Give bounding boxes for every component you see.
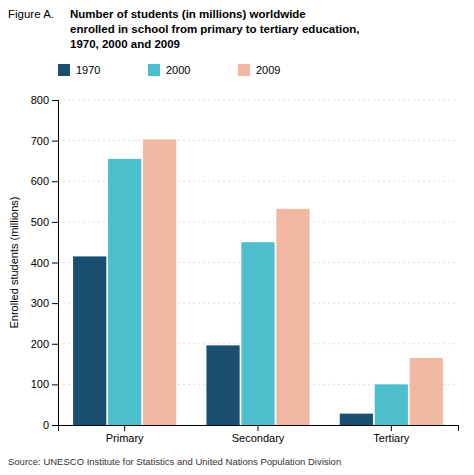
y-tick-mark [52, 181, 58, 182]
bar [340, 414, 373, 425]
x-tick: Primary [106, 425, 144, 444]
y-tick-label: 700 [31, 135, 49, 147]
legend-label: 1970 [76, 64, 100, 76]
legend-label: 2009 [256, 64, 280, 76]
y-tick: 200 [31, 338, 58, 350]
y-tick-mark [52, 303, 58, 304]
y-tick-mark [52, 344, 58, 345]
plot: 0 100 200 300 400 500 600 700 800 Primary Secondar… [31, 94, 459, 444]
y-axis: 0 100 200 300 400 500 600 700 800 [31, 94, 59, 431]
bar [375, 384, 408, 425]
legend-label: 2000 [166, 64, 190, 76]
title-line: enrolled in school from primary to terti… [70, 23, 359, 35]
x-axis: Primary Secondary Tertiary [59, 425, 459, 444]
legend: 1970 2000 2009 [58, 64, 280, 76]
title-line: Number of students (in millions) worldwi… [70, 8, 306, 20]
y-tick-mark [52, 100, 58, 101]
x-tick: Secondary [232, 425, 285, 444]
grid-line [58, 100, 458, 101]
y-tick: 800 [31, 94, 58, 106]
legend-swatch [238, 64, 250, 76]
y-tick-label: 100 [31, 378, 49, 390]
x-tick-label: Tertiary [373, 432, 410, 444]
y-tick-label: 600 [31, 175, 49, 187]
y-tick: 600 [31, 175, 58, 187]
y-tick-label: 800 [31, 94, 49, 106]
chart: Figure A. Number of students (in millions… [0, 0, 474, 475]
y-tick-mark [52, 222, 58, 223]
source: Source: UNESCO Institute for Statistics … [8, 456, 341, 467]
y-tick-mark [52, 425, 58, 426]
title-prefix: Figure A. [8, 8, 54, 20]
bar [108, 159, 141, 425]
grid [58, 100, 458, 425]
y-tick: 500 [31, 216, 58, 228]
y-tick: 400 [31, 257, 58, 269]
y-tick-label: 300 [31, 297, 49, 309]
title: Number of students (in millions) worldwi… [70, 8, 359, 50]
x-tick-mark [391, 425, 392, 431]
y-tick: 0 [43, 419, 58, 431]
y-tick-mark [52, 384, 58, 385]
x-tick-mark [258, 425, 259, 431]
y-tick-label: 500 [31, 216, 49, 228]
x-axis-line [59, 426, 459, 432]
y-tick-mark [52, 263, 58, 264]
x-tick-label: Primary [106, 432, 144, 444]
y-tick-mark [52, 141, 58, 142]
bars [73, 139, 443, 425]
y-tick: 700 [31, 135, 58, 147]
legend-swatch [58, 64, 70, 76]
legend-item: 1970 [58, 64, 100, 76]
legend-item: 2009 [238, 64, 280, 76]
y-tick: 100 [31, 378, 58, 390]
bar [410, 358, 443, 425]
grid-line [58, 140, 458, 141]
bar-series [143, 139, 443, 425]
bar [241, 242, 274, 425]
title-line: 1970, 2000 and 2009 [70, 38, 180, 50]
y-tick: 300 [31, 297, 58, 309]
bar [143, 139, 176, 425]
legend-item: 2000 [148, 64, 190, 76]
y-axis-title: Enrolled students (millions) [8, 196, 20, 328]
bar [73, 256, 106, 425]
y-axis-line [52, 101, 59, 426]
x-tick-mark [124, 425, 125, 431]
y-tick-label: 200 [31, 338, 49, 350]
x-tick: Tertiary [373, 425, 410, 444]
y-tick-label: 0 [43, 419, 49, 431]
bar [206, 345, 239, 425]
legend-swatch [148, 64, 160, 76]
y-tick-label: 400 [31, 257, 49, 269]
bar [276, 209, 309, 425]
x-tick-label: Secondary [232, 432, 285, 444]
